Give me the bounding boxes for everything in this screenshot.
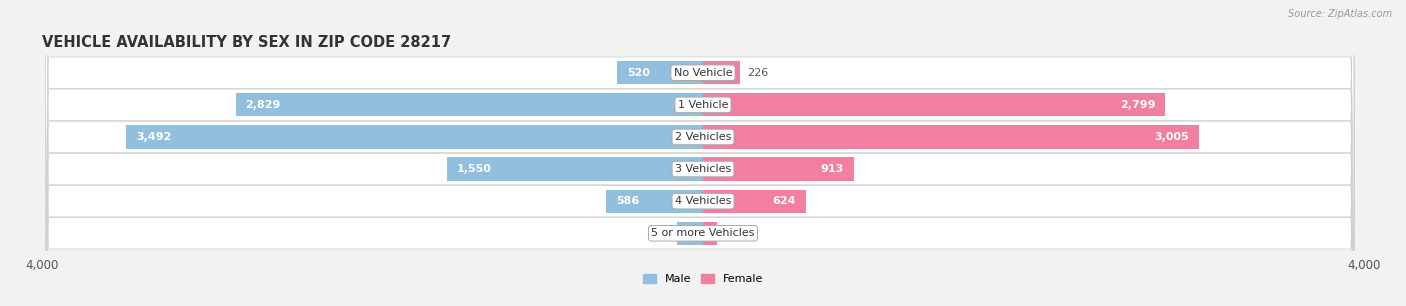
Bar bbox=[447, 158, 703, 181]
Bar bbox=[127, 125, 703, 148]
Bar bbox=[703, 93, 1166, 116]
Text: 159: 159 bbox=[650, 228, 671, 238]
Bar bbox=[703, 61, 741, 84]
Text: 586: 586 bbox=[616, 196, 640, 206]
Bar bbox=[606, 190, 703, 213]
FancyBboxPatch shape bbox=[45, 0, 1354, 306]
FancyBboxPatch shape bbox=[45, 0, 1354, 306]
Text: 85: 85 bbox=[724, 228, 738, 238]
Text: 624: 624 bbox=[773, 196, 796, 206]
Text: 1,550: 1,550 bbox=[457, 164, 492, 174]
FancyBboxPatch shape bbox=[45, 0, 1354, 306]
Bar bbox=[703, 125, 1199, 148]
Text: 3,005: 3,005 bbox=[1154, 132, 1189, 142]
Text: No Vehicle: No Vehicle bbox=[673, 68, 733, 78]
Text: 2,799: 2,799 bbox=[1121, 100, 1156, 110]
Text: 226: 226 bbox=[747, 68, 768, 78]
Text: 3 Vehicles: 3 Vehicles bbox=[675, 164, 731, 174]
Text: 520: 520 bbox=[627, 68, 650, 78]
Text: VEHICLE AVAILABILITY BY SEX IN ZIP CODE 28217: VEHICLE AVAILABILITY BY SEX IN ZIP CODE … bbox=[42, 35, 451, 50]
Text: 913: 913 bbox=[821, 164, 844, 174]
Text: 2,829: 2,829 bbox=[246, 100, 281, 110]
FancyBboxPatch shape bbox=[45, 0, 1354, 306]
Text: 1 Vehicle: 1 Vehicle bbox=[678, 100, 728, 110]
Bar bbox=[703, 222, 717, 245]
Bar bbox=[676, 222, 703, 245]
Text: 3,492: 3,492 bbox=[136, 132, 172, 142]
Text: 2 Vehicles: 2 Vehicles bbox=[675, 132, 731, 142]
Bar bbox=[617, 61, 703, 84]
FancyBboxPatch shape bbox=[45, 0, 1354, 306]
Bar bbox=[703, 190, 806, 213]
Bar bbox=[703, 158, 853, 181]
Text: 5 or more Vehicles: 5 or more Vehicles bbox=[651, 228, 755, 238]
Bar bbox=[236, 93, 703, 116]
Text: 4 Vehicles: 4 Vehicles bbox=[675, 196, 731, 206]
Legend: Male, Female: Male, Female bbox=[638, 269, 768, 289]
Text: Source: ZipAtlas.com: Source: ZipAtlas.com bbox=[1288, 9, 1392, 19]
FancyBboxPatch shape bbox=[45, 0, 1354, 306]
